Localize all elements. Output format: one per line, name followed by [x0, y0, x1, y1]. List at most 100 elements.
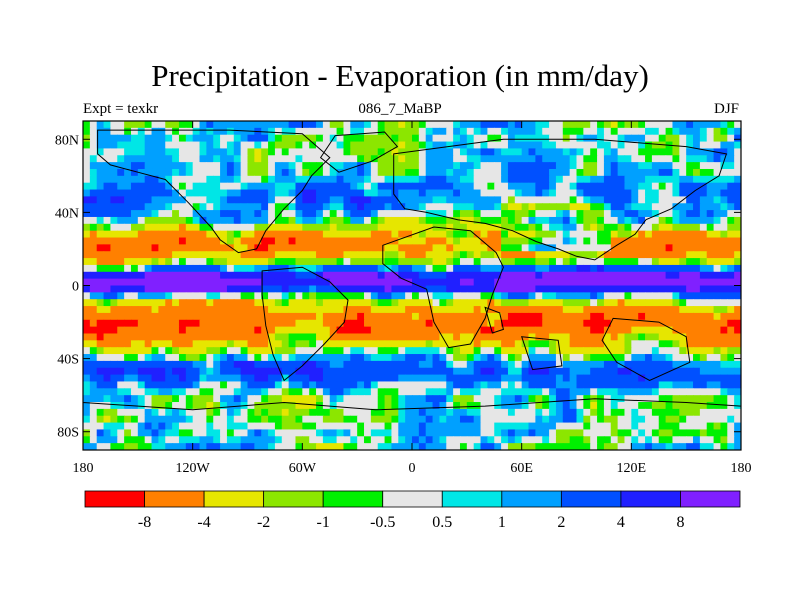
field-cell	[521, 381, 530, 389]
field-cell	[610, 121, 619, 129]
field-cell	[631, 367, 639, 376]
field-cell	[336, 408, 345, 417]
field-cell	[535, 415, 543, 424]
field-cell	[569, 436, 578, 444]
field-cell	[528, 258, 536, 266]
field-cell	[233, 203, 242, 211]
field-cell	[274, 319, 283, 328]
field-cell	[384, 271, 393, 280]
field-cell	[658, 408, 667, 417]
field-cell	[254, 196, 262, 204]
field-cell	[124, 429, 132, 437]
field-cell	[117, 285, 125, 293]
field-cell	[487, 340, 495, 348]
field-cell	[597, 299, 605, 307]
field-cell	[617, 134, 626, 143]
field-cell	[185, 196, 194, 204]
field-cell	[268, 155, 276, 163]
field-cell	[549, 134, 557, 143]
field-cell	[418, 319, 427, 328]
field-cell	[89, 381, 98, 389]
field-cell	[713, 429, 722, 437]
field-cell	[583, 402, 591, 410]
field-cell	[686, 340, 694, 348]
field-cell	[727, 134, 735, 143]
field-cell	[446, 340, 454, 348]
field-cell	[466, 121, 475, 129]
field-cell	[343, 148, 351, 156]
field-cell	[377, 422, 386, 431]
field-cell	[405, 237, 413, 245]
field-cell	[562, 388, 571, 396]
field-cell	[178, 347, 187, 355]
field-cell	[638, 141, 646, 150]
field-cell	[226, 258, 235, 266]
field-cell	[432, 333, 441, 341]
field-cell	[597, 381, 605, 389]
field-cell	[507, 285, 516, 293]
field-cell	[370, 422, 379, 431]
coastline-layer	[83, 129, 741, 450]
field-cell	[405, 333, 413, 341]
field-cell	[398, 271, 406, 280]
field-cell	[336, 402, 345, 410]
field-cell	[651, 415, 660, 424]
field-cell	[480, 278, 488, 287]
field-cell	[199, 395, 207, 403]
field-cell	[514, 408, 523, 417]
field-cell	[535, 312, 543, 321]
field-cell	[405, 374, 413, 383]
field-cell	[603, 210, 612, 218]
field-cell	[713, 360, 722, 369]
field-cell	[466, 264, 475, 273]
field-cell	[377, 395, 386, 403]
field-cell	[624, 299, 632, 307]
field-cell	[453, 354, 461, 362]
field-cell	[453, 237, 461, 245]
field-cell	[699, 374, 708, 383]
field-cell	[473, 299, 482, 307]
field-cell	[124, 264, 132, 273]
field-cell	[583, 367, 591, 376]
field-cell	[199, 278, 207, 287]
field-cell	[473, 244, 482, 252]
field-cell	[727, 258, 735, 266]
field-cell	[651, 312, 660, 321]
field-cell	[466, 278, 475, 287]
field-cell	[699, 168, 708, 177]
field-cell	[103, 395, 112, 403]
field-cell	[555, 141, 564, 150]
field-cell	[391, 162, 399, 170]
field-cell	[603, 155, 612, 163]
field-cell	[699, 134, 708, 143]
field-cell	[528, 264, 536, 273]
field-cell	[151, 134, 159, 143]
field-cell	[144, 354, 153, 362]
field-cell	[89, 121, 98, 129]
field-cell	[185, 237, 194, 245]
field-cell	[521, 162, 530, 170]
field-cell	[590, 408, 598, 417]
field-cell	[610, 381, 619, 389]
field-cell	[494, 292, 502, 300]
field-cell	[501, 326, 509, 335]
field-cell	[316, 306, 324, 314]
field-cell	[288, 333, 297, 341]
field-cell	[535, 196, 543, 204]
field-cell	[83, 182, 91, 191]
field-cell	[638, 244, 646, 252]
field-cell	[528, 367, 536, 376]
field-cell	[412, 374, 420, 383]
field-cell	[699, 162, 708, 170]
field-cell	[199, 292, 207, 300]
field-cell	[706, 436, 715, 444]
field-cell	[281, 340, 290, 348]
field-cell	[391, 168, 399, 177]
field-cell	[555, 367, 564, 376]
field-cell	[473, 285, 482, 293]
field-cell	[165, 264, 173, 273]
field-cell	[165, 436, 173, 444]
field-cell	[220, 196, 228, 204]
field-cell	[507, 168, 516, 177]
field-cell	[364, 354, 372, 362]
